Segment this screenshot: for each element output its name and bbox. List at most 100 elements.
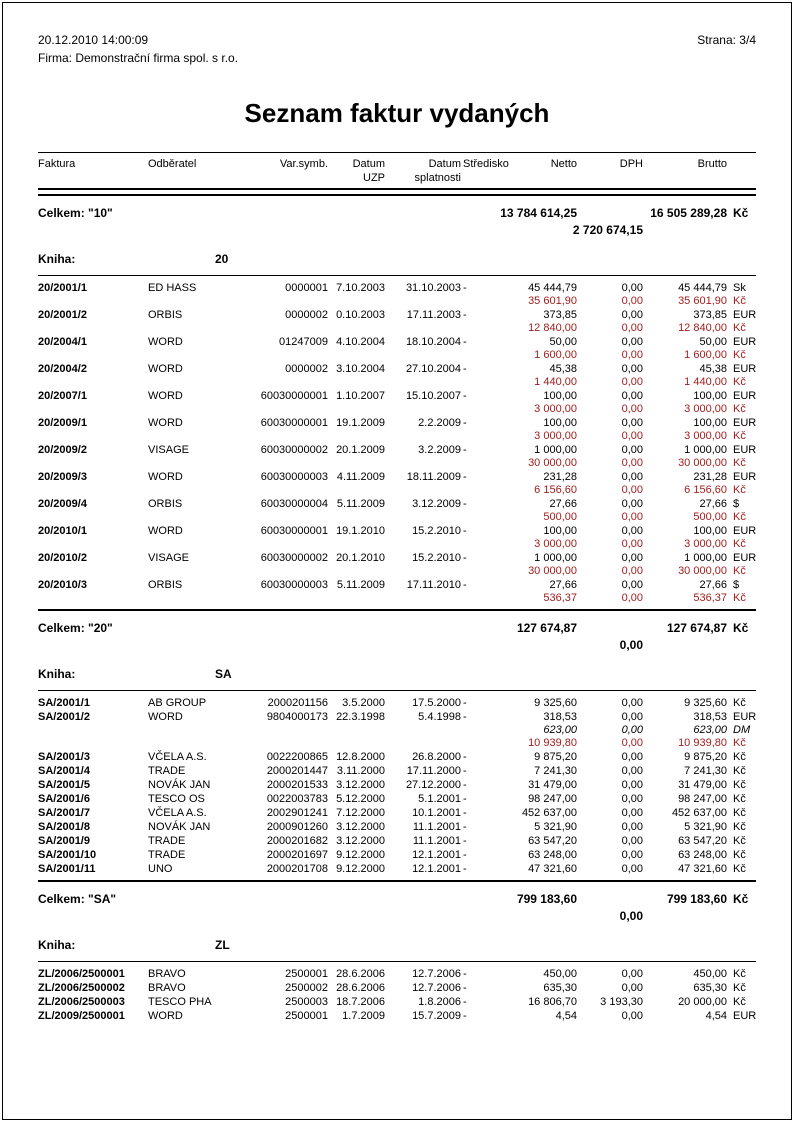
invoice-line: 20/2007/1 WORD 60030000001 1.10.2007 15.10.2… <box>38 390 756 403</box>
report-body: Celkem: "10" 13 784 614,25 16 505 289,28 Kč… <box>38 205 756 1023</box>
cell-datum-splatnosti <box>385 295 461 308</box>
cell-brutto: 536,37 <box>693 592 727 604</box>
cell-faktura <box>38 403 148 416</box>
cell-currency: EUR <box>733 417 757 429</box>
cell-currency: Kč <box>733 982 746 994</box>
cell-faktura: SA/2001/2 <box>38 711 90 723</box>
cell-datum-uzp: 3.12.2000 <box>336 821 385 833</box>
invoice-row: 20/2007/1 WORD 60030000001 1.10.2007 15.10.2… <box>38 390 756 416</box>
total-line2: 2 720 674,15 <box>38 222 756 239</box>
invoice-line: SA/2001/8 NOVÁK JAN 2000901260 3.12.2000 11.… <box>38 821 756 834</box>
cell-dph: 0,00 <box>621 793 643 805</box>
cell-dph: 0,00 <box>621 444 643 456</box>
cell-currency: Kč <box>733 779 746 791</box>
cell-odberatel: NOVÁK JAN <box>148 821 211 833</box>
cell-odberatel: TESCO OS <box>148 793 205 805</box>
invoice-row: 20/2010/2 VISAGE 60030000002 20.1.2010 15.2.… <box>38 552 756 578</box>
cell-datum-splatnosti: 17.11.2000 <box>406 765 461 777</box>
invoice-row: 20/2009/4 ORBIS 60030000004 5.11.2009 3.12.2… <box>38 498 756 524</box>
report-title: Seznam faktur vydaných <box>244 98 550 128</box>
cell-brutto: 373,85 <box>693 309 727 321</box>
cell-dph: 0,00 <box>621 724 643 736</box>
cell-faktura <box>38 484 148 497</box>
invoice-line: 20/2009/1 WORD 60030000001 19.1.2009 2.2.200… <box>38 417 756 430</box>
cell-datum-splatnosti: 27.10.2004 <box>405 363 461 375</box>
cell-odberatel <box>148 403 253 416</box>
cell-dph: 0,00 <box>621 737 643 749</box>
cell-datum-splatnosti: 18.11.2009 <box>406 471 461 483</box>
cell-stredisko <box>461 376 487 389</box>
cell-currency: EUR <box>733 552 757 564</box>
invoice-row: SA/2001/11 UNO 2000201708 9.12.2000 12.1.200… <box>38 863 756 876</box>
cell-faktura: 20/2004/1 <box>38 336 87 348</box>
invoice-line: SA/2001/2 WORD 9804000173 22.3.1998 5.4.1998… <box>38 711 756 724</box>
cell-odberatel: UNO <box>148 863 173 875</box>
cell-odberatel <box>148 349 253 362</box>
cell-varsymb <box>253 511 328 524</box>
cell-datum-splatnosti: 5.1.2001 <box>418 793 461 805</box>
cell-stredisko: - <box>463 579 467 591</box>
invoice-line: 30 000,00 0,00 30 000,00 Kč <box>38 457 756 470</box>
cell-stredisko <box>461 737 487 750</box>
cell-netto: 12 840,00 <box>528 322 577 334</box>
cell-faktura: 20/2009/4 <box>38 498 87 510</box>
cell-brutto: 1 600,00 <box>684 349 727 361</box>
cell-faktura <box>38 322 148 335</box>
invoice-row: SA/2001/2 WORD 9804000173 22.3.1998 5.4.1998… <box>38 711 756 750</box>
cell-netto: 635,30 <box>543 982 577 994</box>
cell-dph: 0,00 <box>621 525 643 537</box>
cell-dph: 0,00 <box>621 511 643 523</box>
cell-varsymb: 2000201533 <box>266 779 328 791</box>
cell-currency: Kč <box>733 484 746 496</box>
cell-dph: 0,00 <box>621 403 643 415</box>
invoice-row: 20/2009/1 WORD 60030000001 19.1.2009 2.2.200… <box>38 417 756 443</box>
cell-datum-splatnosti <box>385 322 461 335</box>
cell-datum-uzp: 19.1.2010 <box>336 525 385 537</box>
cell-datum-splatnosti: 3.2.2009 <box>418 444 461 456</box>
cell-varsymb: 0000001 <box>285 282 328 294</box>
cell-dph: 0,00 <box>621 849 643 861</box>
invoice-line: SA/2001/5 NOVÁK JAN 2000201533 3.12.2000 27.… <box>38 779 756 792</box>
col-header-varsymb: Var.symb. <box>279 158 328 170</box>
invoice-line: 20/2009/2 VISAGE 60030000002 20.1.2009 3.2.2… <box>38 444 756 457</box>
cell-stredisko: - <box>463 793 467 805</box>
cell-stredisko <box>461 724 487 737</box>
book-rule <box>38 690 756 691</box>
invoice-line: SA/2001/6 TESCO OS 0022003783 5.12.2000 5.1.… <box>38 793 756 806</box>
cell-datum-splatnosti: 31.10.2003 <box>405 282 461 294</box>
cell-datum-uzp <box>328 295 385 308</box>
cell-datum-splatnosti: 12.1.2001 <box>412 863 461 875</box>
cell-faktura: SA/2001/9 <box>38 835 90 847</box>
cell-brutto: 9 875,20 <box>684 751 727 763</box>
cell-datum-uzp <box>328 565 385 578</box>
cell-currency: Kč <box>733 592 746 604</box>
cell-brutto: 5 321,90 <box>684 821 727 833</box>
cell-stredisko: - <box>463 390 467 402</box>
cell-brutto: 100,00 <box>693 525 727 537</box>
invoice-line: 20/2009/4 ORBIS 60030000004 5.11.2009 3.12.2… <box>38 498 756 511</box>
cell-varsymb: 01247009 <box>279 336 328 348</box>
cell-stredisko <box>461 565 487 578</box>
cell-brutto: 47 321,60 <box>678 863 727 875</box>
cell-netto: 7 241,30 <box>534 765 577 777</box>
total-line2: 0,00 <box>38 908 756 925</box>
invoice-line: 3 000,00 0,00 3 000,00 Kč <box>38 403 756 416</box>
col-header-odberatel: Odběratel <box>148 158 197 170</box>
col-header-currency-spacer <box>727 157 756 171</box>
cell-currency: Kč <box>733 996 746 1008</box>
cell-stredisko: - <box>463 849 467 861</box>
invoice-row: SA/2001/9 TRADE 2000201682 3.12.2000 11.1.20… <box>38 835 756 848</box>
cell-dph: 0,00 <box>621 579 643 591</box>
cell-netto: 231,28 <box>543 471 577 483</box>
cell-datum-uzp <box>328 484 385 497</box>
invoice-line: SA/2001/7 VČELA A.S. 2002901241 7.12.2000 10… <box>38 807 756 820</box>
cell-datum-splatnosti: 15.7.2009 <box>412 1010 461 1022</box>
cell-netto: 6 156,60 <box>534 484 577 496</box>
cell-netto: 450,00 <box>543 968 577 980</box>
invoice-line: ZL/2009/2500001 WORD 2500001 1.7.2009 15.7.2… <box>38 1010 756 1023</box>
col-header-datum-splatnosti: Datum <box>428 158 461 170</box>
cell-netto: 16 806,70 <box>528 996 577 1008</box>
invoice-line: 10 939,80 0,00 10 939,80 Kč <box>38 737 756 750</box>
invoice-row: SA/2001/8 NOVÁK JAN 2000901260 3.12.2000 11.… <box>38 821 756 834</box>
cell-netto: 9 875,20 <box>534 751 577 763</box>
